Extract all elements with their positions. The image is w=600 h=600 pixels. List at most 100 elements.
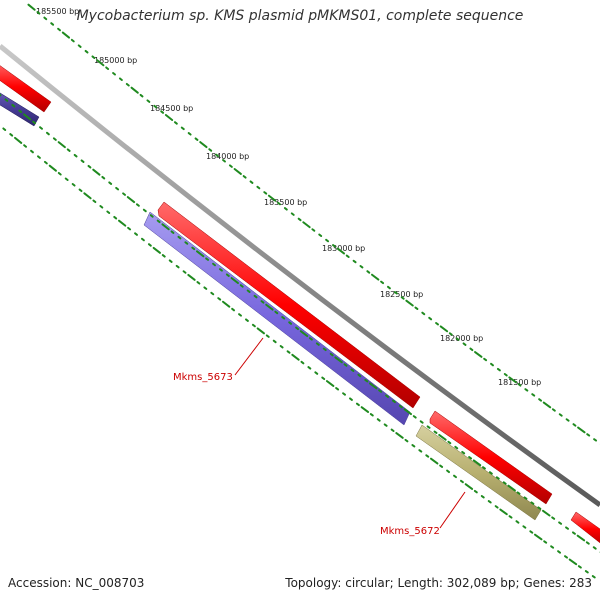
scale-label-185500: 185500 bp xyxy=(36,7,79,16)
scale-tick xyxy=(92,168,101,176)
scale-tick xyxy=(281,316,286,320)
gene-arrow-blue-mkms-5673 xyxy=(143,211,411,426)
scale-tick xyxy=(469,347,474,352)
scale-tick xyxy=(277,201,281,206)
scale-tick xyxy=(253,294,258,299)
scale-tick xyxy=(146,99,151,103)
scale-tick xyxy=(92,199,97,204)
scale-tick xyxy=(425,454,430,458)
scale-tick xyxy=(212,262,216,267)
scale-tick xyxy=(274,310,279,315)
gene-label-mkms-5672[interactable]: Mkms_5672 xyxy=(380,526,440,537)
scale-tick xyxy=(568,558,578,566)
scale-tick xyxy=(350,368,355,372)
scale-tick xyxy=(168,259,173,263)
scale-tick xyxy=(329,352,334,357)
scale-tick xyxy=(199,141,208,149)
scale-tick xyxy=(369,382,378,390)
scale-tick xyxy=(112,71,116,76)
scale-tick xyxy=(203,286,208,290)
scale-tick xyxy=(187,132,192,136)
scale-tick xyxy=(412,415,417,419)
scale-tick xyxy=(464,483,474,490)
scale-tick xyxy=(584,570,589,574)
scale-tick xyxy=(210,291,215,296)
scale-tick xyxy=(147,243,152,247)
scale-tick xyxy=(291,353,300,361)
scale-tick xyxy=(239,284,244,288)
scale-tick xyxy=(215,153,220,158)
scale-tick xyxy=(64,177,69,181)
gene-label-leader-mkms-5673 xyxy=(234,337,264,376)
scale-tick xyxy=(400,296,405,300)
scale-tick xyxy=(118,77,123,81)
scale-tick xyxy=(149,214,154,218)
scale-tick xyxy=(576,534,586,542)
scale-tick xyxy=(369,413,374,417)
scale-tick xyxy=(130,86,139,94)
scale-label-184500: 184500 bp xyxy=(150,104,193,113)
scale-tick xyxy=(523,496,528,500)
scale-tick xyxy=(332,244,336,248)
scale-tick xyxy=(321,376,326,381)
scale-tick xyxy=(385,394,390,398)
scale-tick xyxy=(342,392,346,396)
scale-tick xyxy=(462,342,467,346)
gene-arrow-red-3 xyxy=(429,410,553,505)
scale-tick xyxy=(403,408,413,416)
scale-tick xyxy=(534,533,543,541)
scale-tick xyxy=(439,325,449,333)
scale-tick xyxy=(542,509,551,517)
scale-tick xyxy=(490,362,494,367)
scale-tick xyxy=(516,491,521,495)
scale-tick xyxy=(393,291,398,295)
scale-tick xyxy=(194,137,199,141)
scale-tick xyxy=(115,186,120,191)
scale-tick xyxy=(343,363,348,367)
scale-tick xyxy=(9,133,14,137)
scale-tick xyxy=(113,215,118,220)
scale-tick xyxy=(279,344,284,349)
scale-tick xyxy=(242,175,247,179)
scale-tick xyxy=(585,541,590,545)
scale-tick xyxy=(36,11,41,15)
scale-tick xyxy=(322,347,327,352)
scale-tick xyxy=(260,300,265,304)
scale-tick xyxy=(108,181,113,185)
scale-tick xyxy=(152,246,161,254)
scale-tick xyxy=(153,104,158,109)
scale-tick xyxy=(502,481,507,485)
scale-tick xyxy=(161,223,170,231)
scale-ticks xyxy=(0,3,600,579)
scale-tick xyxy=(170,230,175,234)
scale-tick xyxy=(307,366,312,370)
scale-tick xyxy=(249,180,254,184)
scale-tick xyxy=(87,164,92,169)
scale-tick xyxy=(592,546,597,550)
scale-tick xyxy=(405,299,414,307)
scale-tick xyxy=(299,330,309,338)
scale-tick xyxy=(125,82,130,87)
scale-tick xyxy=(378,389,383,393)
scale-tick xyxy=(508,515,513,519)
scale-tick xyxy=(126,196,136,204)
gene-arrow-red-4 xyxy=(570,511,600,544)
scale-tick xyxy=(272,339,277,344)
scale-tick xyxy=(77,44,82,48)
scale-tick xyxy=(23,144,28,148)
scale-tick xyxy=(349,397,353,401)
gene-label-mkms-5673[interactable]: Mkms_5673 xyxy=(173,372,233,383)
scale-tick xyxy=(265,303,274,311)
scale-tick xyxy=(318,233,323,237)
scale-label-182000: 182000 bp xyxy=(440,334,483,343)
scale-tick xyxy=(187,273,196,281)
scale-tick xyxy=(2,127,7,132)
scale-tick xyxy=(290,212,295,216)
scale-tick xyxy=(364,378,369,383)
scale-tick xyxy=(454,445,459,450)
scale-tick xyxy=(453,474,457,479)
scale-tick xyxy=(156,219,161,224)
scale-tick xyxy=(205,257,210,261)
scale-tick xyxy=(208,148,213,152)
